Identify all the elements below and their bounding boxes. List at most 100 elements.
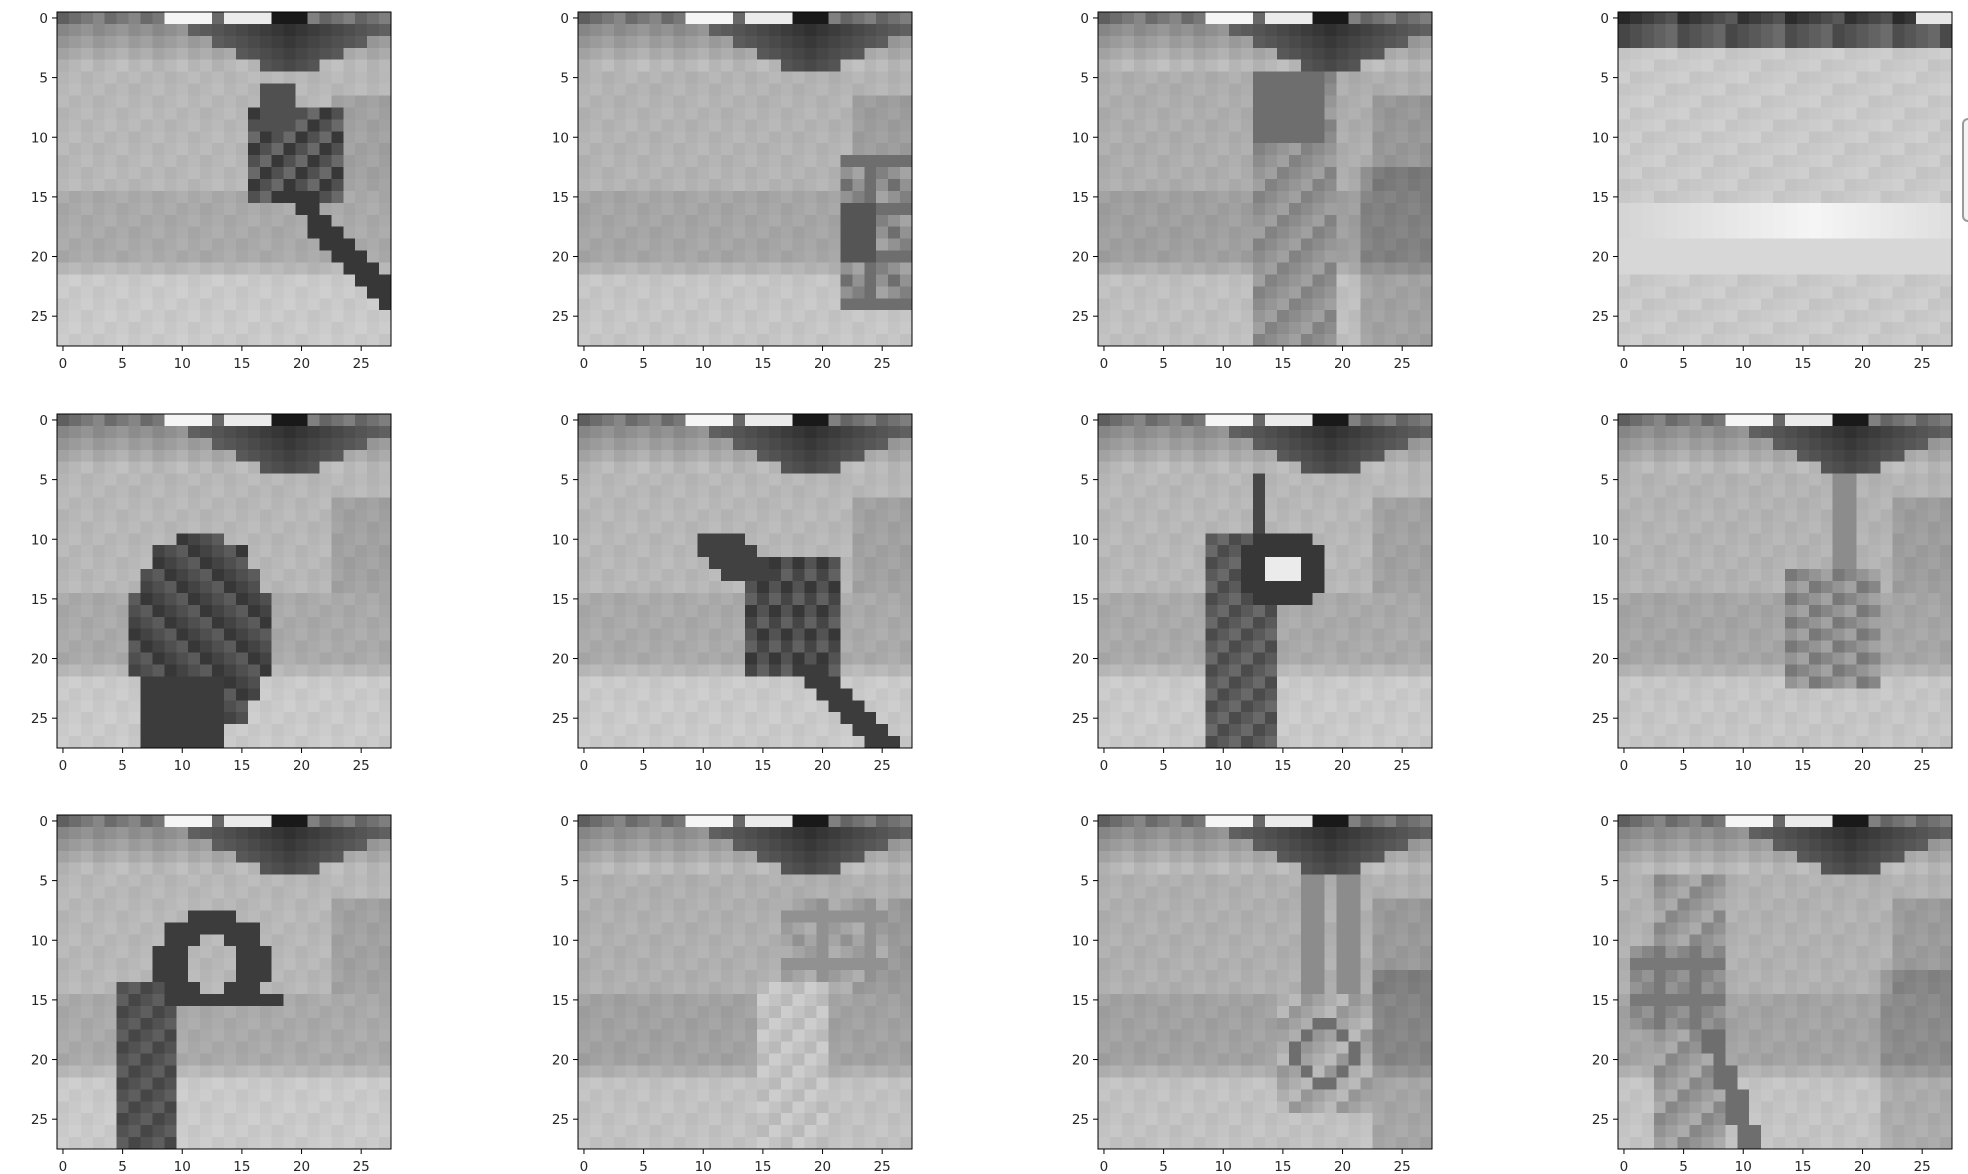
pixel-cell <box>661 485 675 499</box>
pixel-cell <box>625 131 639 144</box>
pixel-cell <box>625 310 639 323</box>
pixel-cell <box>780 83 794 97</box>
pixel-cell <box>685 497 698 511</box>
pixel-cell <box>307 202 321 216</box>
pixel-cell <box>224 533 237 546</box>
pixel-cell <box>259 119 273 132</box>
pixel-cell <box>1749 322 1762 335</box>
pixel-cell <box>637 71 651 85</box>
pixel-cell <box>80 664 94 678</box>
pixel-cell <box>756 143 770 156</box>
pixel-cell <box>1856 23 1870 37</box>
pixel-cell <box>128 569 142 582</box>
pixel-cell <box>745 226 758 240</box>
pixel-cell <box>685 214 698 228</box>
pixel-cell <box>1098 179 1111 192</box>
pixel-cell <box>876 119 889 132</box>
pixel-cell <box>259 107 273 120</box>
pixel-cell <box>212 688 225 701</box>
pixel-cell <box>637 449 651 463</box>
pixel-cell <box>379 604 392 618</box>
pixel-cell <box>637 533 651 546</box>
pixel-cell <box>140 322 154 335</box>
pixel-cell <box>200 71 213 85</box>
pixel-cell <box>212 425 225 439</box>
pixel-cell <box>1098 119 1111 132</box>
pixel-cell <box>188 700 201 713</box>
pixel-cell <box>1109 143 1123 156</box>
pixel-cell <box>804 569 818 582</box>
pixel-cell <box>271 652 285 666</box>
pixel-cell <box>164 712 177 725</box>
pixel-cell <box>1157 274 1171 287</box>
pixel-cell <box>1408 107 1421 120</box>
pixel-cell <box>1193 143 1206 156</box>
pixel-cell <box>140 334 154 347</box>
pixel-cell <box>1121 143 1135 156</box>
pixel-cell <box>212 604 225 618</box>
pixel-cell <box>235 628 249 642</box>
pixel-cell <box>1372 107 1385 120</box>
pixel-cell <box>589 688 603 701</box>
pixel-cell <box>900 569 913 582</box>
pixel-cell <box>1157 334 1171 347</box>
pixel-cell <box>888 437 901 451</box>
pixel-cell <box>1749 262 1762 276</box>
pixel-cell <box>792 700 806 713</box>
pixel-cell <box>864 322 877 335</box>
pixel-cell <box>1856 59 1870 73</box>
pixel-cell <box>57 83 70 97</box>
pixel-cell <box>1665 310 1679 323</box>
pixel-cell <box>1157 298 1171 311</box>
pixel-cell <box>625 485 639 499</box>
pixel-cell <box>864 437 877 451</box>
pixel-cell <box>164 700 177 713</box>
pixel-cell <box>224 47 237 61</box>
pixel-cell <box>816 274 830 287</box>
pixel-cell <box>164 724 177 737</box>
pixel-cell <box>188 581 201 594</box>
pixel-cell <box>188 664 201 678</box>
pixel-cell <box>1677 202 1691 216</box>
pixel-cell <box>1844 250 1858 264</box>
pixel-cell <box>1098 414 1111 427</box>
pixel-cell <box>343 286 356 299</box>
pixel-cell <box>128 190 142 204</box>
pixel-cell <box>259 724 273 737</box>
pixel-cell <box>200 35 213 49</box>
pixel-cell <box>816 250 830 264</box>
pixel-cell <box>247 143 261 156</box>
pixel-cell <box>259 226 273 240</box>
pixel-cell <box>1916 107 1929 120</box>
pixel-cell <box>613 71 627 85</box>
pixel-cell <box>1701 310 1715 323</box>
pixel-cell <box>649 12 663 25</box>
pixel-cell <box>1348 298 1362 311</box>
pixel-cell <box>1749 143 1762 156</box>
pixel-cell <box>355 286 368 299</box>
pixel-cell <box>625 202 639 216</box>
pixel-cell <box>331 143 344 156</box>
pixel-cell <box>888 640 901 654</box>
pixel-cell <box>295 533 309 546</box>
pixel-cell <box>852 485 865 499</box>
pixel-cell <box>152 712 165 725</box>
pixel-cell <box>319 95 332 109</box>
pixel-cell <box>235 107 249 120</box>
pixel-cell <box>1324 202 1338 216</box>
pixel-cell <box>1145 119 1159 132</box>
x-tick-label: 25 <box>353 758 370 774</box>
pixel-cell <box>1288 414 1302 427</box>
pixel-cell <box>235 214 249 228</box>
pixel-cell <box>1420 274 1433 287</box>
pixel-cell <box>828 473 842 487</box>
pixel-cell <box>637 688 651 701</box>
pixel-cell <box>212 652 225 666</box>
pixel-cell <box>164 310 177 323</box>
pixel-cell <box>685 322 698 335</box>
pixel-cell <box>152 628 165 642</box>
pixel-cell <box>331 592 344 606</box>
pixel-cell <box>104 12 118 25</box>
pixel-cell <box>685 724 698 737</box>
pixel-cell <box>780 533 794 546</box>
